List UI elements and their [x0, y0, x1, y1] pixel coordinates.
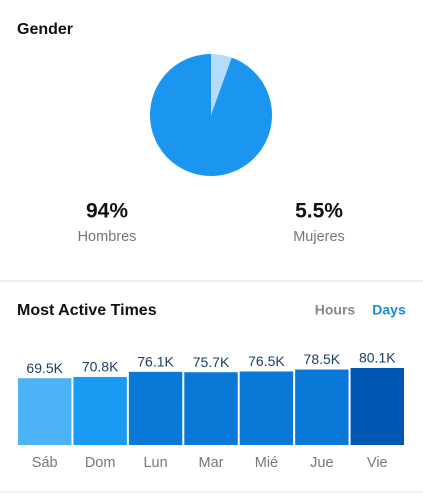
day-label: Mié [255, 455, 278, 471]
bar [73, 376, 127, 445]
day-label: Lun [143, 455, 167, 471]
day-label: Sáb [32, 455, 58, 471]
value-label: 69.5K [26, 360, 63, 376]
bar [128, 371, 183, 445]
bar [239, 371, 294, 445]
bar [350, 368, 404, 445]
gender-title: Gender [17, 21, 73, 38]
value-label: 76.1K [137, 354, 174, 370]
day-label: Jue [310, 455, 333, 471]
gender-label: Mujeres [293, 229, 345, 245]
day-label: Dom [85, 455, 116, 471]
pie-slice [211, 54, 232, 115]
day-label: Mar [199, 455, 224, 471]
percent-label: 5.5% [295, 200, 343, 223]
pie-slice [150, 53, 272, 176]
value-label: 78.5K [304, 351, 341, 367]
bar [18, 378, 72, 445]
bar [295, 369, 349, 445]
value-label: 76.5K [248, 353, 285, 369]
value-label: 80.1K [359, 350, 396, 366]
gender-label: Hombres [78, 229, 137, 245]
value-label: 70.8K [82, 359, 119, 375]
bar [184, 372, 238, 445]
active-title: Most Active Times [17, 302, 157, 319]
value-label: 75.7K [193, 354, 230, 370]
tab[interactable]: Hours [315, 302, 356, 318]
day-label: Vie [367, 455, 388, 471]
tab[interactable]: Days [372, 302, 406, 318]
percent-label: 94% [86, 200, 128, 223]
